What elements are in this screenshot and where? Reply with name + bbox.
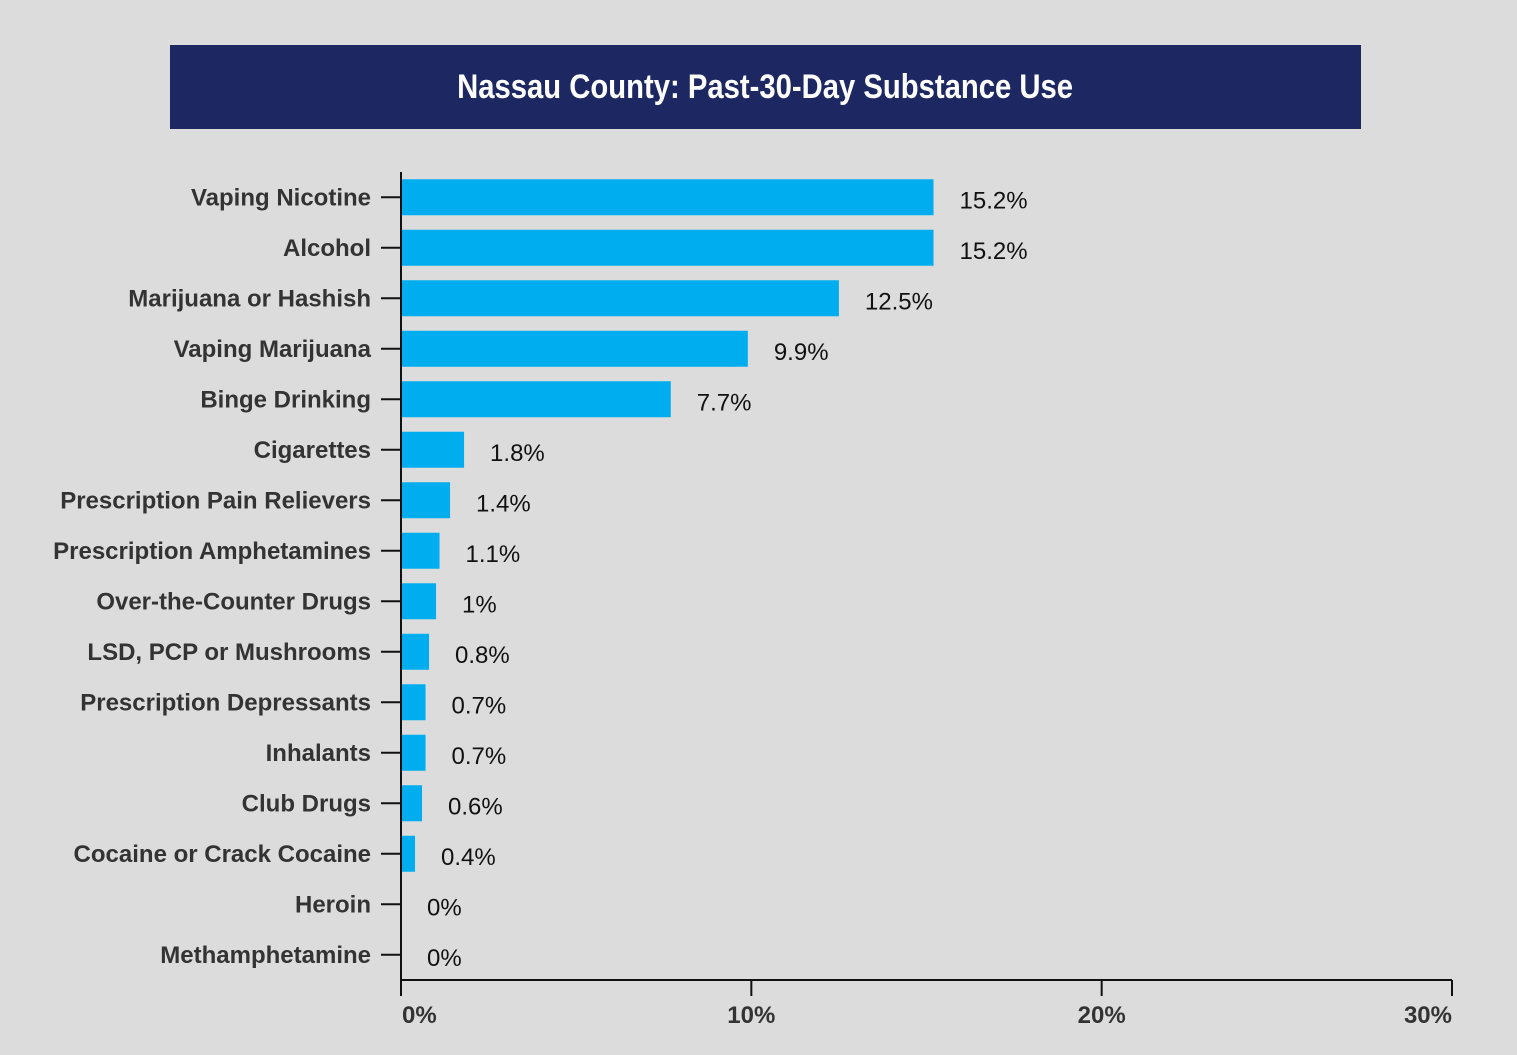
title-banner: Nassau County: Past-30-Day Substance Use [170, 45, 1361, 129]
category-label: Vaping Nicotine [191, 184, 371, 211]
x-tick-label: 20% [1078, 1002, 1126, 1029]
data-label: 9.9% [774, 339, 829, 366]
bar-2 [401, 280, 839, 317]
x-tick-label: 0% [402, 1002, 437, 1029]
data-label: 1.8% [490, 440, 545, 467]
bar-13 [401, 835, 416, 872]
bar-8 [401, 583, 437, 620]
labels-layer: Vaping Nicotine 15.2% Alcohol 15.2% Marijuan… [53, 184, 1452, 1029]
category-label: Club Drugs [242, 790, 371, 817]
category-label: LSD, PCP or Mushrooms [87, 639, 371, 666]
axes-layer [381, 172, 1453, 996]
category-label: Inhalants [266, 740, 371, 767]
bar-3 [401, 330, 748, 367]
category-label: Over-the-Counter Drugs [96, 588, 371, 615]
data-label: 15.2% [960, 238, 1028, 265]
category-label: Cocaine or Crack Cocaine [74, 841, 371, 868]
category-label: Prescription Depressants [80, 689, 371, 716]
bars-layer [401, 179, 934, 872]
bar-10 [401, 684, 426, 721]
category-label: Prescription Pain Relievers [60, 487, 371, 514]
bar-7 [401, 532, 440, 569]
data-label: 7.7% [697, 389, 752, 416]
bar-12 [401, 785, 423, 822]
category-label: Alcohol [283, 235, 371, 262]
data-label: 0.4% [441, 844, 496, 871]
bar-0 [401, 179, 934, 216]
bar-11 [401, 734, 426, 771]
data-label: 1.1% [466, 541, 521, 568]
data-label: 15.2% [960, 187, 1028, 214]
data-label: 12.5% [865, 288, 933, 315]
data-label: 0% [427, 945, 462, 972]
chart-title: Nassau County: Past-30-Day Substance Use [457, 67, 1074, 106]
category-label: Cigarettes [254, 437, 371, 464]
x-tick-label: 10% [727, 1002, 775, 1029]
data-label: 0.8% [455, 642, 510, 669]
data-label: 0% [427, 894, 462, 921]
bar-1 [401, 229, 934, 266]
bar-9 [401, 633, 430, 670]
category-label: Heroin [295, 891, 371, 918]
bar-5 [401, 431, 465, 468]
category-label: Binge Drinking [200, 386, 371, 413]
data-label: 0.6% [448, 793, 503, 820]
category-label: Methamphetamine [160, 942, 371, 969]
category-label: Vaping Marijuana [174, 336, 372, 363]
data-label: 0.7% [452, 743, 507, 770]
bar-6 [401, 482, 451, 519]
category-label: Prescription Amphetamines [53, 538, 371, 565]
data-label: 0.7% [452, 692, 507, 719]
category-label: Marijuana or Hashish [128, 285, 371, 312]
x-tick-label: 30% [1404, 1002, 1452, 1029]
bar-4 [401, 381, 671, 418]
data-label: 1.4% [476, 490, 531, 517]
data-label: 1% [462, 591, 497, 618]
